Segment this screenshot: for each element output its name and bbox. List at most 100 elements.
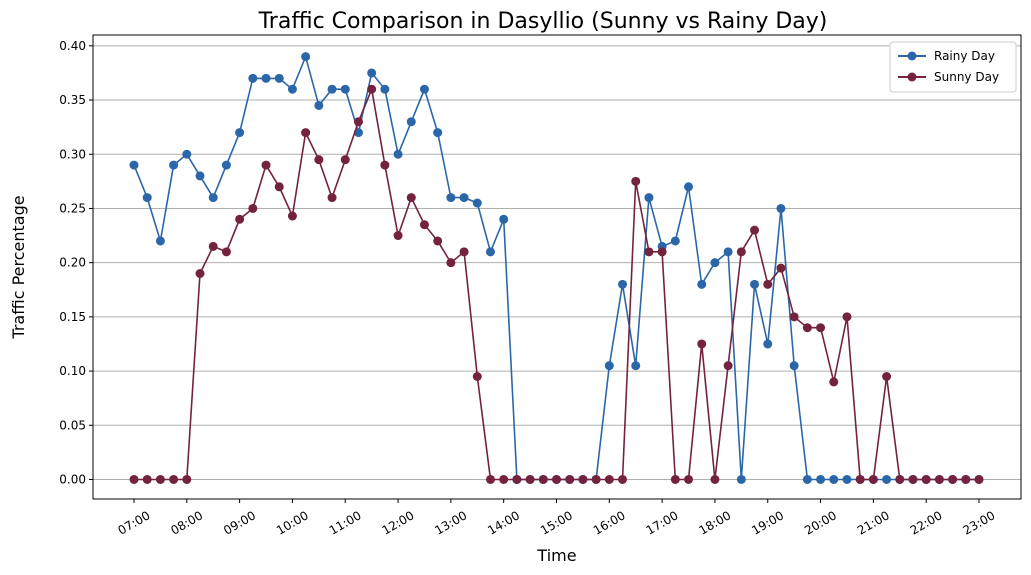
- data-point: [670, 474, 680, 484]
- data-point: [974, 474, 984, 484]
- data-point: [512, 474, 522, 484]
- data-point: [499, 214, 509, 224]
- data-point: [182, 149, 192, 159]
- data-point: [763, 339, 773, 349]
- data-point: [565, 474, 575, 484]
- data-point: [776, 263, 786, 273]
- data-point: [301, 128, 311, 138]
- data-point: [868, 474, 878, 484]
- data-point: [552, 474, 561, 484]
- data-point: [802, 474, 812, 484]
- y-tick-label: 0.25: [59, 201, 86, 215]
- data-point: [631, 176, 641, 186]
- legend-rainy-marker: [907, 51, 917, 61]
- data-point: [961, 474, 971, 484]
- data-point: [644, 247, 654, 257]
- y-tick-label: 0.20: [59, 256, 86, 270]
- data-point: [433, 128, 443, 138]
- y-tick-label: 0.40: [59, 39, 86, 53]
- data-point: [618, 279, 628, 289]
- data-point: [591, 474, 601, 484]
- data-point: [327, 84, 337, 94]
- data-point: [776, 203, 786, 213]
- data-point: [538, 474, 548, 484]
- x-axis-ticks: 07:00 08:00 09:00 10:00 11:00 12:00 13:00 14:00…: [116, 499, 997, 538]
- legend-sunny-marker: [907, 72, 917, 82]
- data-point: [921, 474, 931, 484]
- x-tick-label: 18:00: [696, 508, 733, 537]
- data-point: [684, 474, 694, 484]
- x-tick-label: 15:00: [538, 508, 575, 537]
- data-point: [433, 236, 443, 246]
- data-point: [604, 361, 614, 371]
- data-point: [195, 269, 205, 279]
- series-line: [134, 86, 979, 481]
- data-point: [314, 100, 324, 110]
- data-point: [142, 474, 152, 484]
- data-point: [499, 474, 509, 484]
- data-point: [142, 193, 152, 203]
- data-point: [684, 182, 694, 192]
- data-point: [750, 225, 760, 235]
- x-tick-label: 17:00: [644, 508, 681, 537]
- x-tick-label: 16:00: [591, 508, 628, 537]
- data-point: [618, 474, 628, 484]
- data-point: [750, 279, 760, 289]
- x-tick-label: 13:00: [432, 508, 469, 537]
- legend-box: [889, 41, 1017, 93]
- data-point: [710, 474, 720, 484]
- x-tick-label: 08:00: [168, 508, 205, 537]
- data-point: [248, 73, 258, 83]
- data-point: [446, 258, 456, 268]
- data-point: [736, 474, 746, 484]
- data-point: [261, 73, 271, 83]
- x-tick-label: 21:00: [855, 508, 892, 537]
- data-point: [578, 474, 588, 484]
- data-point: [882, 371, 892, 381]
- x-axis-label: Time: [536, 546, 576, 565]
- x-tick-label: 07:00: [116, 508, 153, 537]
- data-point: [710, 258, 720, 268]
- data-point: [882, 474, 892, 484]
- data-point: [485, 474, 495, 484]
- data-point: [169, 474, 179, 484]
- x-tick-label: 10:00: [274, 508, 311, 537]
- data-point: [182, 474, 192, 484]
- grid-lines: [93, 45, 1021, 480]
- data-point: [419, 84, 429, 94]
- data-point: [353, 117, 363, 127]
- data-point: [221, 247, 231, 257]
- data-point: [697, 279, 707, 289]
- data-point: [208, 241, 218, 251]
- data-point: [248, 203, 258, 213]
- data-point: [829, 377, 839, 387]
- data-point: [367, 68, 377, 78]
- data-point: [287, 84, 297, 94]
- data-point: [934, 474, 944, 484]
- data-point: [380, 84, 390, 94]
- data-point: [895, 474, 905, 484]
- data-point: [816, 323, 826, 333]
- data-point: [261, 160, 271, 170]
- y-tick-label: 0.15: [59, 310, 86, 324]
- data-point: [631, 361, 641, 371]
- series-sunny-day: [129, 84, 984, 484]
- data-point: [314, 155, 324, 165]
- legend-rainy-label: Rainy Day: [934, 49, 995, 63]
- data-point: [340, 155, 350, 165]
- data-point: [789, 312, 799, 322]
- data-point: [155, 236, 165, 246]
- x-tick-label: 09:00: [221, 508, 258, 537]
- data-point: [670, 236, 680, 246]
- legend: Rainy Day Sunny Day: [889, 41, 1017, 93]
- data-point: [406, 193, 416, 203]
- data-point: [235, 214, 245, 224]
- data-point: [393, 149, 403, 159]
- data-point: [842, 474, 852, 484]
- x-tick-label: 14:00: [485, 508, 522, 537]
- legend-sunny-label: Sunny Day: [934, 70, 999, 84]
- data-point: [472, 371, 482, 381]
- data-point: [301, 52, 311, 62]
- plot-frame: [92, 34, 1022, 500]
